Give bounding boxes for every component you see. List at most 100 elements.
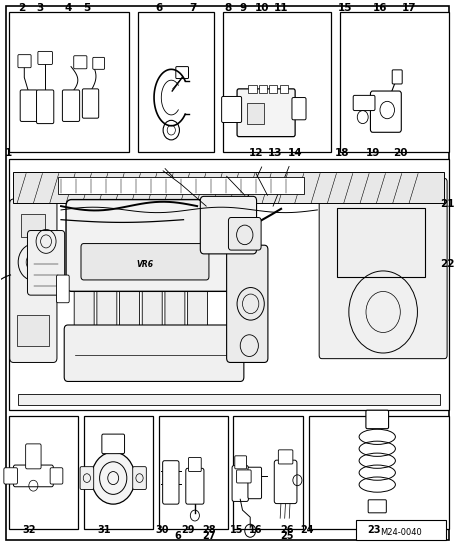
Bar: [58, 177, 304, 193]
FancyBboxPatch shape: [292, 98, 306, 120]
FancyBboxPatch shape: [232, 465, 249, 501]
Text: 15: 15: [230, 524, 244, 535]
FancyBboxPatch shape: [20, 90, 37, 122]
FancyBboxPatch shape: [176, 66, 189, 78]
FancyBboxPatch shape: [37, 90, 54, 124]
Text: 7: 7: [189, 3, 197, 14]
FancyBboxPatch shape: [38, 51, 53, 64]
FancyBboxPatch shape: [74, 56, 87, 69]
FancyBboxPatch shape: [66, 199, 231, 292]
Bar: [247, 103, 264, 124]
Text: 3: 3: [36, 3, 43, 14]
FancyBboxPatch shape: [228, 217, 261, 250]
FancyBboxPatch shape: [366, 410, 388, 429]
FancyBboxPatch shape: [4, 468, 17, 484]
FancyBboxPatch shape: [63, 90, 80, 122]
Bar: [84, 416, 153, 529]
Bar: [340, 13, 449, 153]
FancyBboxPatch shape: [319, 178, 447, 359]
Bar: [17, 315, 49, 346]
FancyBboxPatch shape: [102, 434, 125, 453]
Text: 26: 26: [280, 524, 294, 535]
FancyBboxPatch shape: [186, 468, 204, 504]
FancyBboxPatch shape: [142, 280, 162, 341]
Text: 13: 13: [267, 148, 282, 158]
FancyBboxPatch shape: [64, 325, 244, 382]
Text: 17: 17: [402, 3, 416, 14]
FancyBboxPatch shape: [274, 460, 297, 504]
Text: 11: 11: [274, 3, 288, 14]
Bar: [9, 416, 78, 529]
FancyBboxPatch shape: [222, 96, 242, 123]
Bar: [280, 84, 288, 93]
Text: 31: 31: [97, 524, 111, 535]
Bar: [249, 84, 256, 93]
FancyBboxPatch shape: [93, 57, 105, 69]
FancyBboxPatch shape: [392, 70, 402, 84]
Text: 12: 12: [249, 148, 263, 158]
Bar: [21, 214, 45, 238]
FancyBboxPatch shape: [120, 280, 139, 341]
Text: 14: 14: [287, 148, 302, 158]
Text: 2: 2: [18, 3, 25, 14]
FancyBboxPatch shape: [80, 467, 94, 489]
FancyBboxPatch shape: [237, 89, 295, 137]
Text: 24: 24: [300, 524, 314, 535]
Text: 30: 30: [155, 524, 169, 535]
Bar: [9, 159, 449, 410]
Bar: [337, 208, 425, 277]
Bar: [9, 13, 128, 153]
Bar: [159, 416, 228, 529]
Text: 1: 1: [5, 148, 12, 158]
Bar: [309, 416, 449, 529]
Text: 19: 19: [366, 148, 380, 158]
FancyBboxPatch shape: [227, 245, 268, 362]
FancyBboxPatch shape: [235, 456, 247, 469]
Bar: [269, 84, 277, 93]
Text: 22: 22: [440, 258, 455, 269]
Bar: [13, 172, 444, 203]
FancyBboxPatch shape: [13, 465, 53, 487]
Circle shape: [91, 452, 135, 504]
Text: 18: 18: [335, 148, 350, 158]
Text: 8: 8: [224, 3, 231, 14]
FancyBboxPatch shape: [82, 89, 99, 118]
FancyBboxPatch shape: [81, 244, 209, 280]
FancyBboxPatch shape: [97, 280, 117, 341]
FancyBboxPatch shape: [189, 457, 201, 471]
FancyBboxPatch shape: [278, 450, 293, 464]
Text: 20: 20: [393, 148, 407, 158]
FancyBboxPatch shape: [27, 231, 64, 295]
Text: 15: 15: [337, 3, 352, 14]
FancyBboxPatch shape: [371, 91, 401, 132]
Text: 23: 23: [367, 524, 380, 535]
Text: 6: 6: [174, 531, 181, 541]
FancyBboxPatch shape: [18, 54, 31, 68]
Bar: [18, 395, 440, 405]
FancyBboxPatch shape: [200, 196, 256, 254]
FancyBboxPatch shape: [248, 467, 261, 499]
FancyBboxPatch shape: [237, 470, 251, 483]
FancyBboxPatch shape: [165, 280, 185, 341]
Bar: [259, 84, 267, 93]
Text: 6: 6: [155, 3, 162, 14]
Text: 32: 32: [22, 524, 36, 535]
Text: 25: 25: [280, 531, 294, 541]
Text: 27: 27: [202, 531, 216, 541]
FancyBboxPatch shape: [74, 280, 94, 341]
Text: 28: 28: [202, 524, 216, 535]
Bar: [356, 520, 446, 540]
FancyBboxPatch shape: [26, 444, 41, 469]
Text: M24-0040: M24-0040: [380, 528, 422, 537]
FancyBboxPatch shape: [50, 468, 63, 484]
FancyBboxPatch shape: [353, 95, 375, 111]
Bar: [234, 416, 303, 529]
FancyBboxPatch shape: [10, 199, 57, 362]
Text: VR6: VR6: [137, 261, 154, 269]
Bar: [138, 13, 214, 153]
Text: 16: 16: [249, 524, 262, 535]
Bar: [223, 13, 330, 153]
FancyBboxPatch shape: [163, 461, 179, 504]
Text: 9: 9: [240, 3, 247, 14]
FancyBboxPatch shape: [368, 500, 386, 513]
